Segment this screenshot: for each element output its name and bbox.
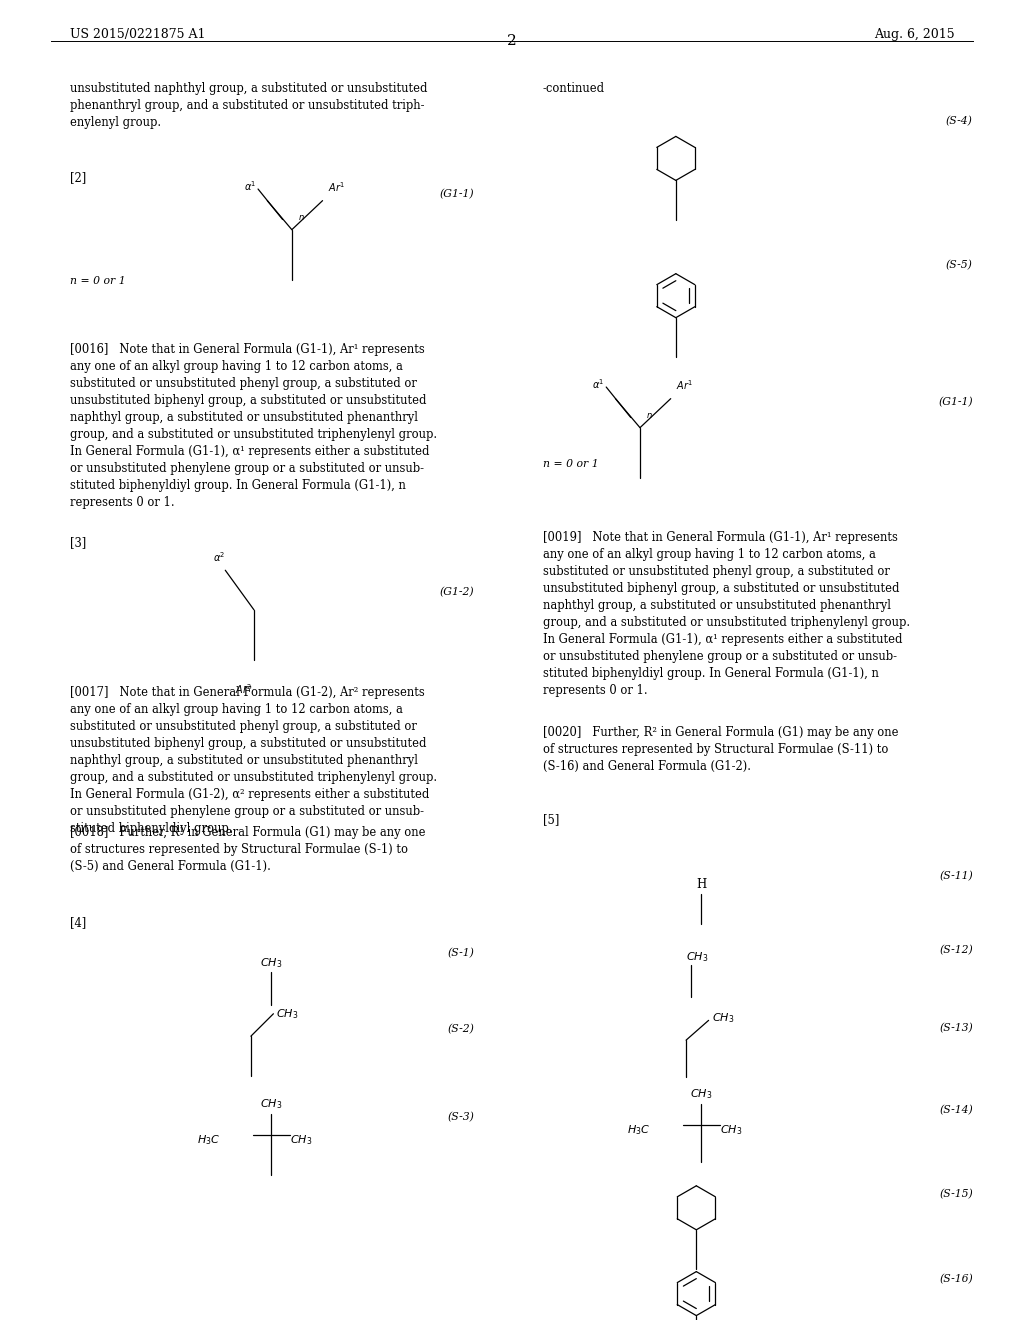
Text: (S-12): (S-12) (939, 945, 973, 956)
Text: (S-4): (S-4) (946, 116, 973, 127)
Text: [0019]   Note that in General Formula (G1-1), Ar¹ represents
any one of an alkyl: [0019] Note that in General Formula (G1-… (543, 531, 910, 697)
Text: (S-15): (S-15) (939, 1189, 973, 1200)
Text: $H_3C$: $H_3C$ (197, 1134, 220, 1147)
Text: H: H (696, 878, 707, 891)
Text: (S-16): (S-16) (939, 1274, 973, 1284)
Text: $Ar^1$: $Ar^1$ (328, 181, 345, 194)
Text: $H_3C$: $H_3C$ (627, 1123, 650, 1137)
Text: $CH_3$: $CH_3$ (686, 950, 709, 964)
Text: Aug. 6, 2015: Aug. 6, 2015 (873, 28, 954, 41)
Text: [4]: [4] (70, 916, 86, 929)
Text: $Ar^2$: $Ar^2$ (236, 682, 252, 696)
Text: US 2015/0221875 A1: US 2015/0221875 A1 (70, 28, 205, 41)
Text: unsubstituted naphthyl group, a substituted or unsubstituted
phenanthryl group, : unsubstituted naphthyl group, a substitu… (70, 82, 427, 129)
Text: $CH_3$: $CH_3$ (720, 1123, 742, 1137)
Text: $CH_3$: $CH_3$ (260, 957, 283, 970)
Text: $n$: $n$ (298, 213, 305, 222)
Text: [0018]   Further, R¹ in General Formula (G1) may be any one
of structures repres: [0018] Further, R¹ in General Formula (G… (70, 826, 425, 874)
Text: (G1-2): (G1-2) (439, 587, 474, 598)
Text: [0020]   Further, R² in General Formula (G1) may be any one
of structures repres: [0020] Further, R² in General Formula (G… (543, 726, 898, 774)
Text: (S-3): (S-3) (447, 1111, 474, 1122)
Text: (S-13): (S-13) (939, 1023, 973, 1034)
Text: (S-11): (S-11) (939, 871, 973, 882)
Text: [3]: [3] (70, 536, 86, 549)
Text: (S-14): (S-14) (939, 1105, 973, 1115)
Text: $CH_3$: $CH_3$ (712, 1011, 734, 1024)
Text: $\alpha^1$: $\alpha^1$ (592, 378, 604, 391)
Text: $CH_3$: $CH_3$ (276, 1007, 299, 1020)
Text: n = 0 or 1: n = 0 or 1 (543, 459, 598, 470)
Text: $CH_3$: $CH_3$ (690, 1088, 713, 1101)
Text: $Ar^1$: $Ar^1$ (676, 379, 693, 392)
Text: $CH_3$: $CH_3$ (290, 1134, 312, 1147)
Text: (G1-1): (G1-1) (938, 397, 973, 408)
Text: $\alpha^1$: $\alpha^1$ (244, 180, 256, 193)
Text: $n$: $n$ (646, 411, 653, 420)
Text: [0017]   Note that in General Formula (G1-2), Ar² represents
any one of an alkyl: [0017] Note that in General Formula (G1-… (70, 686, 437, 836)
Text: n = 0 or 1: n = 0 or 1 (70, 276, 125, 286)
Text: [5]: [5] (543, 813, 559, 826)
Text: $CH_3$: $CH_3$ (260, 1098, 283, 1111)
Text: 2: 2 (507, 34, 517, 49)
Text: (G1-1): (G1-1) (439, 189, 474, 199)
Text: -continued: -continued (543, 82, 605, 95)
Text: (S-1): (S-1) (447, 948, 474, 958)
Text: (S-2): (S-2) (447, 1024, 474, 1035)
Text: [0016]   Note that in General Formula (G1-1), Ar¹ represents
any one of an alkyl: [0016] Note that in General Formula (G1-… (70, 343, 437, 510)
Text: [2]: [2] (70, 172, 86, 185)
Text: $\alpha^2$: $\alpha^2$ (213, 550, 225, 564)
Text: (S-5): (S-5) (946, 260, 973, 271)
